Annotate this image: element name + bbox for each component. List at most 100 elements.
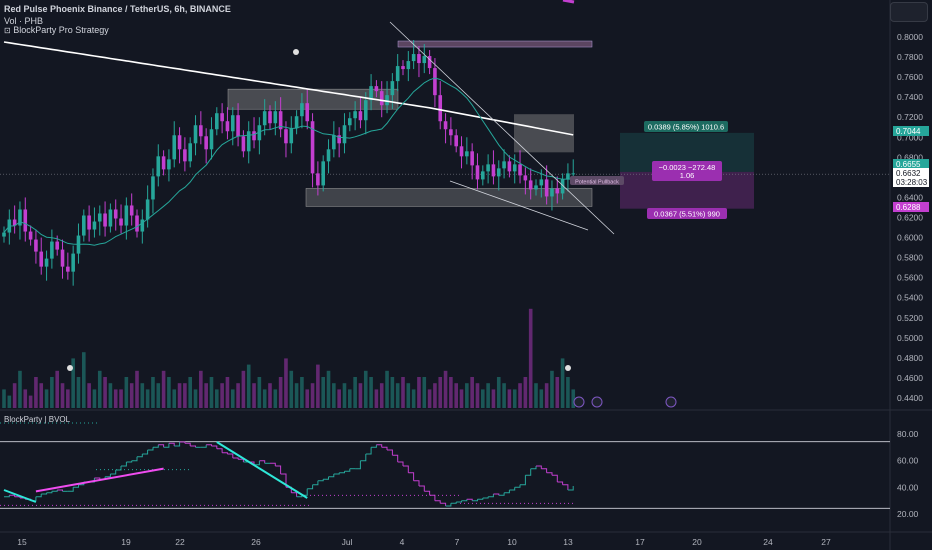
volume-bar <box>92 389 97 408</box>
price-tick-label: 0.4400 <box>897 393 923 403</box>
moving-average-teal <box>3 77 574 246</box>
candle-body <box>23 209 28 232</box>
oscillator-segment <box>147 447 154 451</box>
volume-bar <box>230 389 235 408</box>
candle-body <box>550 188 554 197</box>
candle-body <box>544 179 549 197</box>
volume-legend[interactable]: Vol · PHB <box>4 16 44 26</box>
volume-bar <box>481 389 485 408</box>
candle-body <box>82 215 86 236</box>
candle-body <box>411 54 416 62</box>
risk-reward-box-bg <box>652 161 722 181</box>
candle-body <box>417 54 421 64</box>
time-tick-label: 19 <box>121 537 131 547</box>
candle-body <box>28 231 33 240</box>
candle-body <box>512 164 517 172</box>
candle-body <box>443 121 448 130</box>
candle-body <box>140 219 145 232</box>
price-tag-text: 0.7044 <box>896 127 921 136</box>
volume-bar <box>12 383 17 408</box>
candle-body <box>172 135 177 160</box>
oscillator-segment <box>216 448 223 453</box>
volume-bar <box>332 383 336 408</box>
price-tag-bg <box>893 202 929 212</box>
candle-body <box>337 135 341 144</box>
volume-bar <box>188 377 192 408</box>
candle-body <box>470 151 474 166</box>
price-tick-label: 0.7400 <box>897 92 923 102</box>
candle-body <box>459 146 464 157</box>
time-tick-label: Jul <box>342 537 353 547</box>
volume-bar <box>321 377 325 408</box>
candle-body <box>39 251 44 267</box>
volume-bar <box>310 383 315 408</box>
volume-bar <box>183 383 187 408</box>
volume-bar <box>55 370 59 408</box>
volume-bar <box>363 370 368 408</box>
oscillator-segment <box>387 449 393 456</box>
volume-bar <box>369 377 373 408</box>
strategy-legend[interactable]: ⊡ BlockParty Pro Strategy <box>4 25 109 35</box>
event-marker-icon <box>573 396 585 408</box>
volume-bar <box>406 383 411 408</box>
candle-body <box>220 113 224 122</box>
time-tick-label: 26 <box>251 537 261 547</box>
candle-body <box>305 103 310 122</box>
candle-body <box>113 209 118 219</box>
oscillator-trend-line <box>216 441 308 499</box>
oscillator-segment <box>254 460 260 466</box>
oscillator-segment <box>562 484 569 490</box>
oscillator-segment <box>137 454 143 458</box>
pullback-label: Potential Pullback <box>570 176 624 186</box>
candle-body <box>71 253 75 272</box>
candle-body <box>230 115 235 132</box>
oscillator-segment <box>498 492 505 496</box>
volume-bar <box>156 383 161 408</box>
stop-label-text: 0.0367 (5.51%) 990 <box>654 210 720 219</box>
volume-bar <box>385 370 389 408</box>
volume-bar <box>571 389 576 408</box>
time-tick-label: 7 <box>455 537 460 547</box>
volume-bar <box>177 383 182 408</box>
volume-bar <box>209 377 214 408</box>
oscillator-segment <box>552 474 558 482</box>
volume-bar <box>337 389 341 408</box>
volume-bar <box>140 383 145 408</box>
candle-body <box>528 180 533 190</box>
candle-body <box>34 239 38 252</box>
candle-body <box>241 136 246 152</box>
volume-bar <box>294 383 299 408</box>
candle-body <box>310 121 315 174</box>
pullback-label-text: Potential Pullback <box>575 180 619 186</box>
oscillator-segment <box>546 472 553 476</box>
volume-bar <box>465 383 469 408</box>
candle-body <box>300 103 304 117</box>
candle-body <box>369 86 373 101</box>
oscillator-segment <box>67 487 74 492</box>
candle-body <box>401 66 405 70</box>
volume-bar <box>7 395 12 408</box>
strategy-label: BlockParty Pro Strategy <box>13 25 109 35</box>
candle-body <box>193 125 198 144</box>
volume-bar <box>97 370 102 408</box>
candle-body <box>119 218 123 226</box>
candle-body <box>183 149 187 162</box>
oscillator-segment <box>413 480 420 486</box>
oscillator-segment <box>312 480 319 486</box>
volume-bar <box>236 383 240 408</box>
candle-body <box>348 118 352 126</box>
stop-label-bg <box>647 208 727 219</box>
time-tick-label: 22 <box>175 537 185 547</box>
candle-body <box>204 136 208 150</box>
volume-bar <box>438 377 443 408</box>
volume-bar <box>326 370 331 408</box>
chart-settings-button[interactable] <box>890 2 928 22</box>
volume-bar <box>454 383 458 408</box>
price-tag-bg <box>893 177 929 187</box>
price-tick-label: 0.7600 <box>897 72 923 82</box>
price-tick-label: 0.4600 <box>897 373 923 383</box>
oscillator-legend[interactable]: BlockParty | BVOL <box>4 415 71 424</box>
volume-bar <box>87 383 91 408</box>
volume-bar <box>470 377 474 408</box>
